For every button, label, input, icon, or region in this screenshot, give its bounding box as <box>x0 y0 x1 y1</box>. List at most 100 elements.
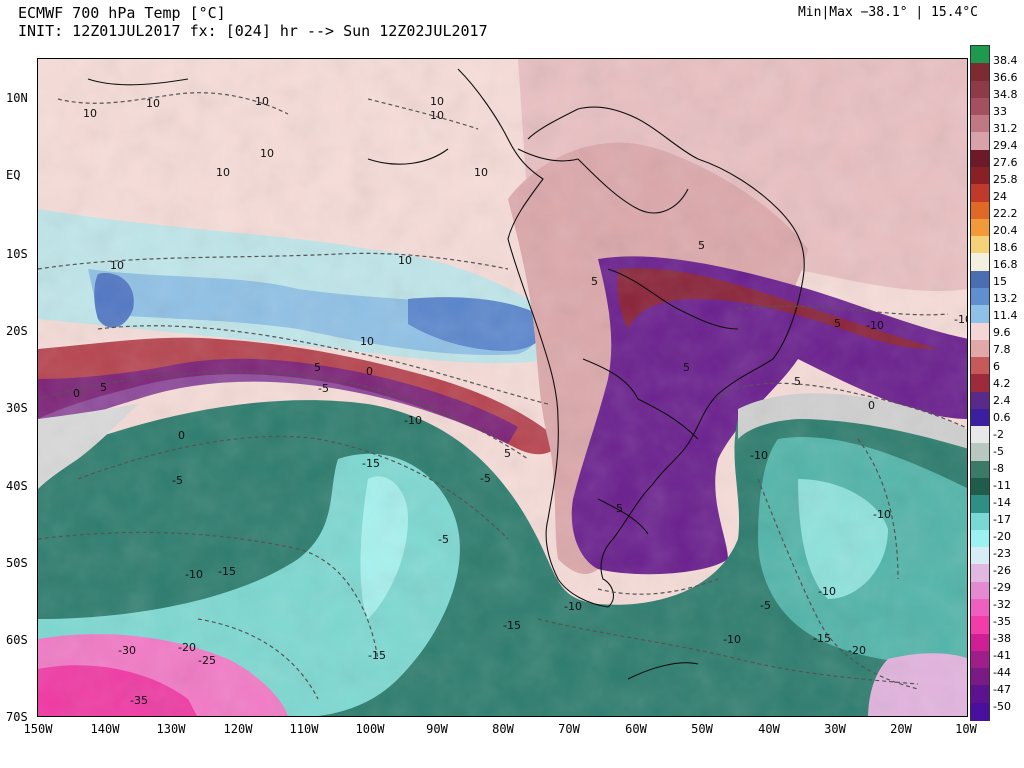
colorbar-tick-label: 9.6 <box>993 326 1011 339</box>
colorbar-segment <box>971 581 989 600</box>
colorbar-segment <box>971 529 989 548</box>
lon-label-120w: 120W <box>223 722 253 736</box>
contour-label: 5 <box>683 361 690 374</box>
contour-label: -10 <box>564 600 582 613</box>
colorbar-tick-label: -38 <box>993 632 1011 645</box>
lon-label-140w: 140W <box>90 722 120 736</box>
colorbar-tick-label: -8 <box>993 462 1004 475</box>
colorbar-segment <box>971 391 989 410</box>
lat-label-40s: 40S <box>6 479 28 493</box>
contour-label: -25 <box>198 654 216 667</box>
contour-label: -15 <box>218 565 236 578</box>
colorbar-segment <box>971 305 989 324</box>
contour-label: -35 <box>130 694 148 707</box>
colorbar-segment <box>971 564 989 583</box>
contour-label: -15 <box>813 632 831 645</box>
contour-label: -5 <box>760 599 771 612</box>
contour-label: 5 <box>698 239 705 252</box>
contour-label: 5 <box>834 317 841 330</box>
contour-label: 10 <box>146 97 160 110</box>
colorbar-segment <box>971 512 989 531</box>
contour-label-group: 10 10 10 10 10 10 10 10 10 10 5 5 5 5 5 … <box>73 95 967 707</box>
contour-label: 10 <box>360 335 374 348</box>
colorbar-segment <box>971 650 989 669</box>
contour-label: -15 <box>362 457 380 470</box>
lon-label-40w: 40W <box>758 722 780 736</box>
colorbar <box>970 45 990 721</box>
colorbar-tick-label: -2 <box>993 428 1004 441</box>
contour-label: 10 <box>398 254 412 267</box>
contour-label: 10 <box>474 166 488 179</box>
colorbar-segment <box>971 547 989 566</box>
contour-label: 5 <box>100 381 107 394</box>
contour-label: -10 <box>723 633 741 646</box>
lon-label-150w: 150W <box>23 722 53 736</box>
contour-label: 5 <box>314 361 321 374</box>
colorbar-segment <box>971 201 989 220</box>
contour-label: 10 <box>255 95 269 108</box>
lat-label-50s: 50S <box>6 556 28 570</box>
colorbar-tick-label: -47 <box>993 683 1011 696</box>
contour-label: 5 <box>591 275 598 288</box>
colorbar-segment <box>971 339 989 358</box>
colorbar-tick-label: -23 <box>993 547 1011 560</box>
colorbar-segment <box>971 166 989 185</box>
colorbar-tick-label: 13.2 <box>993 292 1018 305</box>
colorbar-tick-label: -41 <box>993 649 1011 662</box>
colorbar-segment <box>971 63 989 82</box>
contour-label: -5 <box>438 533 449 546</box>
contour-label: -10 <box>873 508 891 521</box>
colorbar-tick-label: -26 <box>993 564 1011 577</box>
contour-label: 10 <box>216 166 230 179</box>
colorbar-tick-label: 34.8 <box>993 88 1018 101</box>
colorbar-segment <box>971 426 989 445</box>
colorbar-tick-label: -44 <box>993 666 1011 679</box>
colorbar-segment <box>971 616 989 635</box>
colorbar-tick-label: 4.2 <box>993 377 1011 390</box>
contour-label: 0 <box>868 399 875 412</box>
colorbar-segment <box>971 184 989 203</box>
contour-label: -10 <box>866 319 884 332</box>
lon-label-10w: 10W <box>955 722 977 736</box>
temperature-field: 10 10 10 10 10 10 10 10 10 10 5 5 5 5 5 … <box>38 59 967 716</box>
colorbar-tick-label: -11 <box>993 479 1011 492</box>
lat-label-30s: 30S <box>6 401 28 415</box>
colorbar-segment <box>971 236 989 255</box>
colorbar-tick-label: -35 <box>993 615 1011 628</box>
colorbar-tick-label: 0.6 <box>993 411 1011 424</box>
colorbar-segment <box>971 702 989 721</box>
colorbar-segment <box>971 633 989 652</box>
colorbar-segment <box>971 478 989 497</box>
colorbar-tick-label: 6 <box>993 360 1000 373</box>
colorbar-segment <box>971 287 989 306</box>
lon-label-50w: 50W <box>691 722 713 736</box>
colorbar-segment <box>971 80 989 99</box>
contour-label: 10 <box>83 107 97 120</box>
contour-label: -5 <box>318 382 329 395</box>
map-title: ECMWF 700 hPa Temp [°C] <box>18 4 226 22</box>
colorbar-tick-label: -17 <box>993 513 1011 526</box>
colorbar-tick-label: 20.4 <box>993 224 1018 237</box>
colorbar-segment <box>971 97 989 116</box>
init-forecast-time: INIT: 12Z01JUL2017 fx: [024] hr --> Sun … <box>18 22 488 40</box>
colorbar-tick-label: -5 <box>993 445 1004 458</box>
lon-label-20w: 20W <box>890 722 912 736</box>
colorbar-segment <box>971 495 989 514</box>
contour-label: -10 <box>185 568 203 581</box>
colorbar-tick-label: 33 <box>993 105 1007 118</box>
contour-label: 0 <box>366 365 373 378</box>
colorbar-segment <box>971 408 989 427</box>
colorbar-tick-label: 29.4 <box>993 139 1018 152</box>
colorbar-segment <box>971 270 989 289</box>
lat-label-70s: 70S <box>6 710 28 724</box>
colorbar-segment <box>971 149 989 168</box>
colorbar-segment <box>971 253 989 272</box>
lat-label-10n: 10N <box>6 91 28 105</box>
contour-label: -20 <box>848 644 866 657</box>
texture-overlay <box>38 59 967 716</box>
contour-label: -30 <box>118 644 136 657</box>
colorbar-tick-label: 2.4 <box>993 394 1011 407</box>
contour-label: -20 <box>178 641 196 654</box>
contour-label: 5 <box>794 375 801 388</box>
colorbar-segment <box>971 115 989 134</box>
